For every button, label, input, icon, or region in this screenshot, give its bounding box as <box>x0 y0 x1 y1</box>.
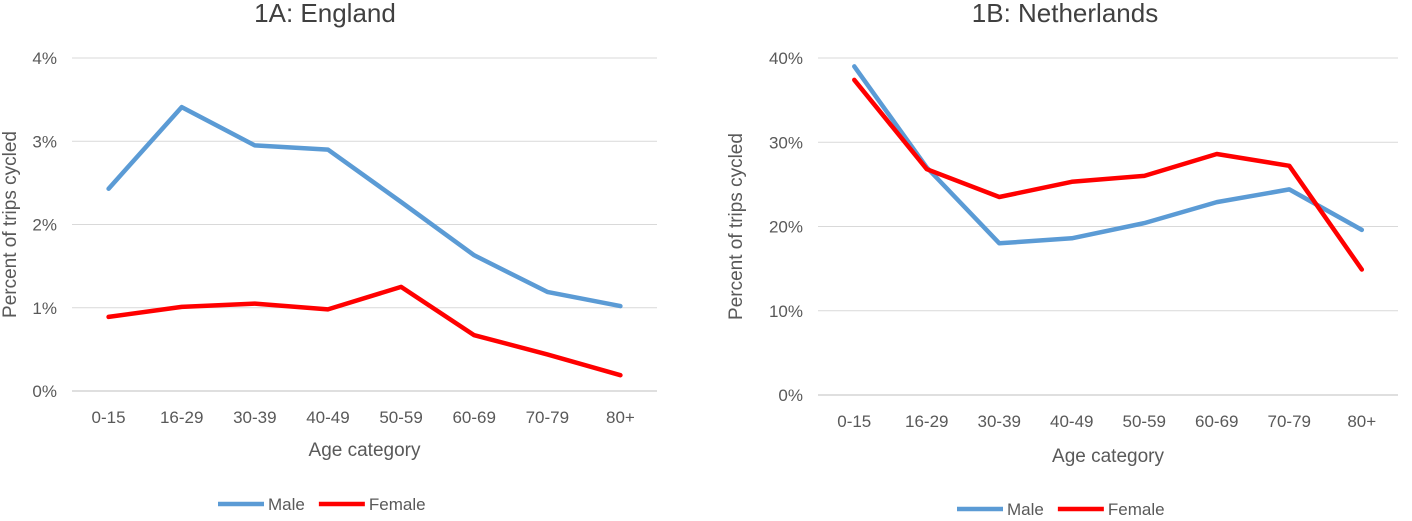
x-tick-label: 30-39 <box>978 412 1021 431</box>
x-tick-label: 80+ <box>606 408 635 427</box>
y-tick-label: 30% <box>769 133 803 152</box>
chart-panel-2: 1B: Netherlands 0% 10% 20% 30% 40% 0-15 16-29 30… <box>726 0 1398 519</box>
x-axis-label: Age category <box>1052 446 1164 467</box>
y-tick-label: 10% <box>769 302 803 321</box>
chart-title: 1A: England <box>254 0 396 28</box>
x-tick-label: 0-15 <box>92 408 126 427</box>
series-line-female <box>106 284 623 378</box>
legend-label-male: Male <box>268 495 305 514</box>
y-tick-label: 2% <box>32 216 57 235</box>
x-tick-label: 60-69 <box>452 408 495 427</box>
legend-label-female: Female <box>1108 500 1165 519</box>
series-line-male <box>106 104 623 309</box>
x-tick-label: 70-79 <box>1268 412 1311 431</box>
x-tick-label: 30-39 <box>233 408 276 427</box>
x-tick-label: 16-29 <box>160 408 203 427</box>
x-tick-label: 60-69 <box>1195 412 1238 431</box>
y-tick-label: 40% <box>769 49 803 68</box>
y-tick-label: 0% <box>32 382 57 401</box>
series-line-male <box>852 64 1365 246</box>
y-tick-label: 4% <box>32 49 57 68</box>
y-tick-label: 20% <box>769 218 803 237</box>
x-tick-label: 16-29 <box>905 412 948 431</box>
chart-panel-1: 1A: England 0% 1% 2% 3% 4% 0-15 16-29 30-39 40-49… <box>0 0 657 514</box>
y-axis-label: Percent of trips cycled <box>0 131 21 318</box>
legend-label-female: Female <box>369 495 426 514</box>
chart-title: 1B: Netherlands <box>972 0 1158 28</box>
series-line-female <box>852 77 1365 272</box>
x-tick-label: 70-79 <box>526 408 569 427</box>
x-tick-label: 80+ <box>1347 412 1376 431</box>
x-tick-label: 50-59 <box>1123 412 1166 431</box>
y-axis-label: Percent of trips cycled <box>726 133 747 320</box>
x-tick-label: 50-59 <box>379 408 422 427</box>
x-axis-label: Age category <box>309 440 421 461</box>
x-tick-label: 0-15 <box>837 412 871 431</box>
legend-label-male: Male <box>1007 500 1044 519</box>
y-tick-label: 3% <box>32 132 57 151</box>
y-tick-label: 1% <box>32 299 57 318</box>
x-tick-label: 40-49 <box>306 408 349 427</box>
y-tick-label: 0% <box>778 386 803 405</box>
x-tick-label: 40-49 <box>1050 412 1093 431</box>
